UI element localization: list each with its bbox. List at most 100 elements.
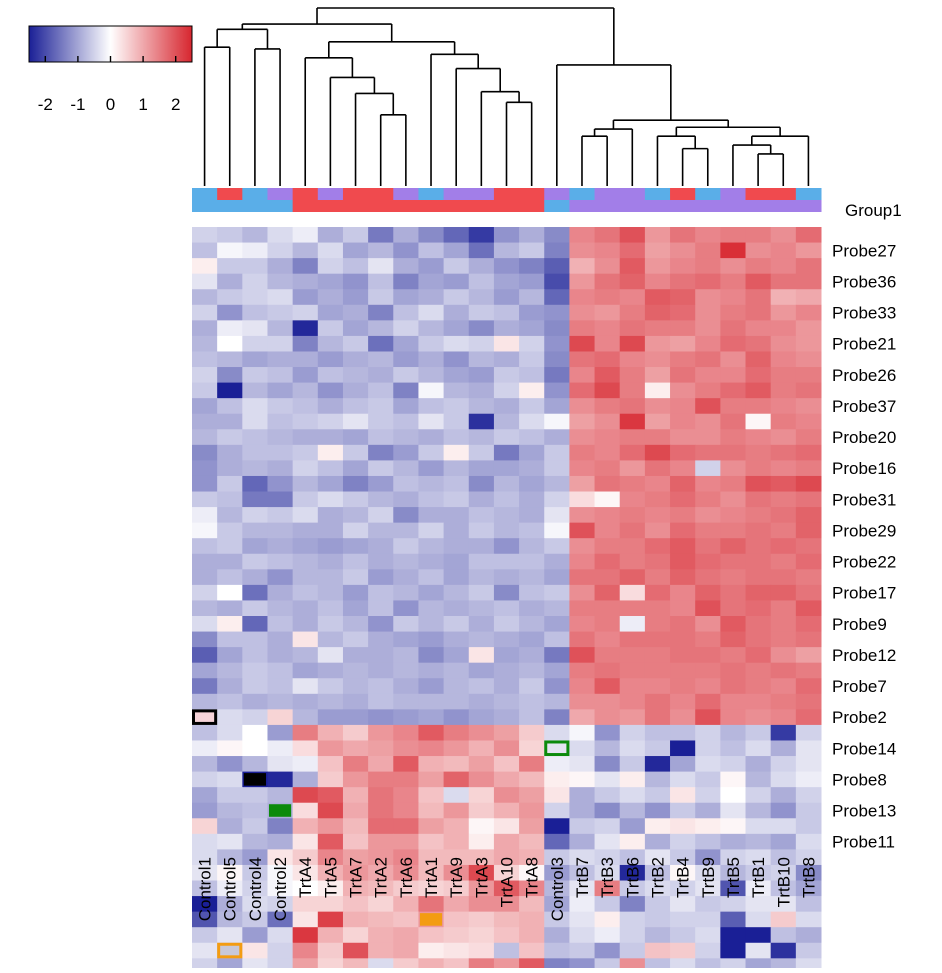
heatmap-cell <box>192 398 218 415</box>
heatmap-cell <box>644 927 671 944</box>
heatmap-cell <box>242 444 268 461</box>
heatmap-cell <box>644 273 671 290</box>
heatmap-cell <box>644 864 671 882</box>
row-label: Probe13 <box>832 802 896 821</box>
heatmap-cell <box>720 740 747 757</box>
heatmap-cell <box>619 771 646 788</box>
heatmap-cell <box>342 475 369 493</box>
heatmap-cell <box>745 693 772 710</box>
heatmap-cell <box>393 413 419 430</box>
heatmap-cell <box>368 771 394 788</box>
heatmap-cell <box>418 553 445 570</box>
heatmap-cell <box>468 787 495 804</box>
heatmap-cell <box>770 335 797 352</box>
heatmap-cell <box>594 709 621 726</box>
heatmap-cell <box>292 475 319 493</box>
annotation-cell <box>192 188 218 200</box>
heatmap-cell <box>644 258 671 275</box>
heatmap-cell <box>695 553 721 570</box>
heatmap-cell <box>695 911 721 928</box>
heatmap-cell <box>770 367 797 384</box>
annotation-cell <box>292 188 319 200</box>
heatmap-cell <box>342 678 369 695</box>
heatmap-cell <box>418 942 445 959</box>
heatmap-cell <box>418 522 445 539</box>
heatmap-cell <box>443 833 470 850</box>
heatmap-cell <box>368 911 394 928</box>
heatmap-cell <box>644 569 671 586</box>
heatmap-cell <box>393 942 419 959</box>
heatmap-cell <box>544 647 570 664</box>
heatmap-cell <box>594 802 621 819</box>
heatmap-cell <box>644 833 671 850</box>
heatmap-cell <box>292 802 319 819</box>
heatmap-cell <box>217 958 243 973</box>
heatmap-cell <box>720 818 747 835</box>
heatmap-cell <box>745 849 772 866</box>
heatmap-cell <box>468 227 495 244</box>
heatmap-cell <box>720 289 747 306</box>
heatmap-cell <box>720 911 747 928</box>
heatmap-cell <box>594 740 621 757</box>
annotation-cell <box>242 200 268 212</box>
heatmap-cell <box>720 398 747 415</box>
annotation-cell <box>770 188 797 200</box>
heatmap-cell <box>619 600 646 617</box>
heatmap-cell <box>670 631 696 648</box>
heatmap-cell <box>342 849 369 866</box>
heatmap-highlights <box>192 709 570 959</box>
heatmap-cell <box>619 320 646 337</box>
heatmap-cell <box>267 942 294 959</box>
heatmap-cell <box>317 273 344 290</box>
heatmap-cell <box>493 584 520 601</box>
row-label: Probe21 <box>832 335 896 354</box>
heatmap-cell <box>468 507 495 524</box>
heatmap-cell <box>544 382 570 399</box>
heatmap-cell <box>670 522 696 539</box>
heatmap-cell <box>670 927 696 944</box>
heatmap-cell <box>795 802 822 819</box>
heatmap-cell <box>292 600 319 617</box>
heatmap-cell <box>569 771 596 788</box>
heatmap-cell <box>695 227 721 244</box>
heatmap-cell <box>368 522 394 539</box>
heatmap-cell <box>217 880 243 897</box>
heatmap-cell <box>493 724 520 741</box>
heatmap-cell <box>292 460 319 477</box>
heatmap-cell <box>644 662 671 679</box>
heatmap-cell <box>644 631 671 648</box>
heatmap-cell <box>745 787 772 804</box>
heatmap-cell <box>770 678 797 695</box>
heatmap-cell <box>594 273 621 290</box>
heatmap-cell <box>519 584 545 601</box>
heatmap-cell <box>544 227 570 244</box>
heatmap-cell <box>519 227 545 244</box>
heatmap-cell <box>217 896 243 913</box>
column-label: TrtB10 <box>774 857 793 907</box>
heatmap-cell <box>720 227 747 244</box>
heatmap-cell <box>745 880 772 897</box>
heatmap-cell <box>267 787 294 804</box>
column-label: TrtA2 <box>372 857 391 898</box>
heatmap-cell <box>644 289 671 306</box>
row-label: Probe8 <box>832 770 887 789</box>
heatmap-cell <box>745 756 772 773</box>
heatmap-cell <box>670 335 696 352</box>
heatmap-cell <box>720 631 747 648</box>
column-labels: Control1 Control5 Control4 Control2 TrtA4 Trt… <box>196 857 819 921</box>
heatmap-cell <box>594 818 621 835</box>
heatmap-cell <box>393 289 419 306</box>
heatmap-cell <box>267 382 294 399</box>
heatmap-cell <box>418 616 445 633</box>
heatmap-cell <box>242 787 268 804</box>
heatmap-cell <box>670 258 696 275</box>
heatmap-cell <box>569 475 596 493</box>
heatmap-cell <box>695 647 721 664</box>
heatmap-cell <box>292 709 319 726</box>
heatmap-cell <box>644 475 671 493</box>
annotation-cell <box>695 200 721 212</box>
heatmap-cell <box>619 647 646 664</box>
heatmap-cell <box>443 771 470 788</box>
heatmap-cell <box>519 740 545 757</box>
heatmap-cell <box>695 320 721 337</box>
